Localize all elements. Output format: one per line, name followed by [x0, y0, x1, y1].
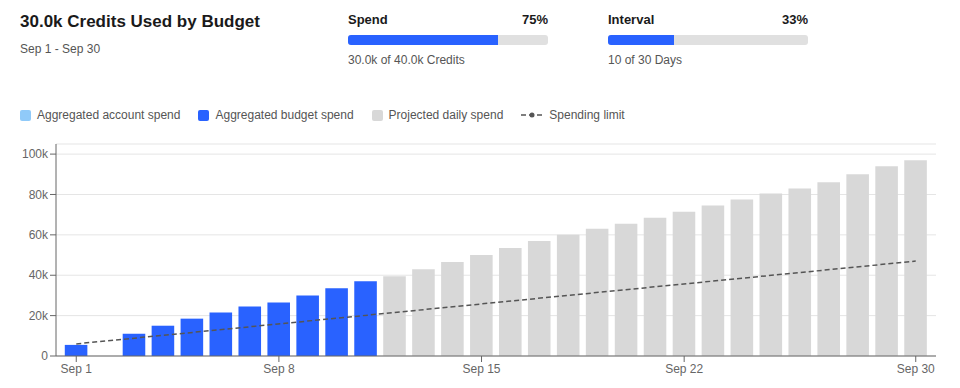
svg-text:80k: 80k [29, 188, 49, 202]
svg-text:40k: 40k [29, 268, 49, 282]
svg-text:Sep 22: Sep 22 [665, 362, 703, 376]
svg-text:Sep 1: Sep 1 [61, 362, 93, 376]
html-text:Spend: Spend [348, 12, 388, 27]
svg-text:0: 0 [41, 349, 48, 363]
html-text:Aggregated account spend: Aggregated account spend [37, 108, 181, 122]
html-text:Interval: Interval [608, 12, 655, 27]
html-text:Sep 1 - Sep 30: Sep 1 - Sep 30 [20, 42, 101, 56]
svg-text:100k: 100k [22, 147, 49, 161]
html-text:Aggregated budget spend: Aggregated budget spend [215, 108, 354, 122]
svg-text:Sep 30: Sep 30 [897, 362, 935, 376]
svg-text:Sep 8: Sep 8 [263, 362, 295, 376]
html-text:Projected daily spend: Projected daily spend [388, 108, 504, 122]
html-text:Spending limit: Spending limit [549, 108, 625, 122]
html-text:33%: 33% [782, 12, 808, 27]
html-text:75%: 75% [522, 12, 548, 27]
html-text:10 of 30 Days: 10 of 30 Days [608, 53, 682, 67]
html-text:30.0k of 40.0k Credits: 30.0k of 40.0k Credits [348, 53, 465, 67]
svg-text:Sep 15: Sep 15 [463, 362, 501, 376]
svg-text:20k: 20k [29, 309, 49, 323]
html-text:30.0k Credits Used by Budget: 30.0k Credits Used by Budget [20, 12, 260, 31]
svg-text:60k: 60k [29, 228, 49, 242]
